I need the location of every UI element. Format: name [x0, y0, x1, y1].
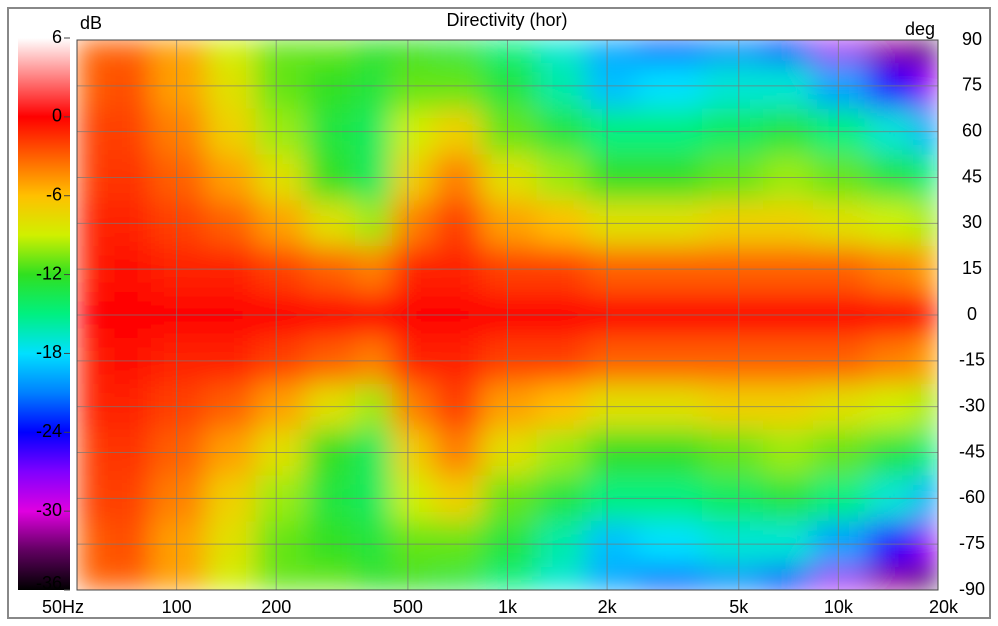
heat-cell	[762, 40, 814, 64]
colorbar-label: dB	[80, 13, 102, 33]
y-tick-label: 45	[962, 166, 982, 186]
heat-cell	[917, 567, 938, 590]
heat-cell	[867, 567, 918, 590]
heat-cell	[636, 567, 703, 590]
heat-cell	[867, 40, 918, 64]
heat-cell	[586, 567, 637, 590]
y-axis-label: deg	[905, 19, 935, 39]
heat-cell	[536, 567, 587, 590]
y-tick-label: 75	[962, 75, 982, 95]
heat-cell	[150, 567, 207, 590]
heat-cell	[355, 567, 393, 590]
heatmap	[77, 40, 938, 590]
y-tick-label: 15	[962, 258, 982, 278]
heat-cell	[432, 40, 483, 64]
x-tick-label: 2k	[598, 597, 618, 617]
heat-cell	[762, 567, 814, 590]
heat-cell	[101, 40, 152, 64]
y-tick-label: -60	[959, 487, 985, 507]
colorbar-tick-label: -12	[36, 263, 62, 283]
heat-cell	[702, 567, 764, 590]
y-tick-label: 90	[962, 29, 982, 49]
colorbar-tick-label: 0	[52, 106, 62, 126]
x-tick-label: 5k	[729, 597, 749, 617]
y-tick-label: -90	[959, 579, 985, 599]
colorbar-tick-label: -36	[36, 573, 62, 593]
heat-cell	[481, 567, 538, 590]
colorbar-tick-label: -24	[36, 421, 62, 441]
heat-cell	[586, 40, 637, 64]
heat-cell	[101, 567, 152, 590]
y-tick-label: 0	[967, 304, 977, 324]
x-tick-label: 200	[261, 597, 291, 617]
chart-title: Directivity (hor)	[446, 10, 567, 30]
heat-cell	[481, 40, 538, 64]
heat-cell	[77, 40, 102, 64]
y-tick-label: 60	[962, 120, 982, 140]
heat-cell	[255, 567, 306, 590]
plot-border	[76, 39, 939, 591]
heat-cell	[636, 40, 703, 64]
heat-cell	[536, 40, 587, 64]
colorbar	[18, 38, 70, 590]
x-tick-label: 500	[393, 597, 423, 617]
colorbar-tick-label: 6	[52, 27, 62, 47]
heat-cell	[702, 40, 764, 64]
heat-cell	[255, 40, 306, 64]
heat-cell	[391, 40, 433, 64]
heat-cell	[305, 567, 356, 590]
x-tick-label: 1k	[498, 597, 518, 617]
heat-cell	[432, 567, 483, 590]
x-tick-label: 50Hz	[42, 597, 84, 617]
y-tick-label: -45	[959, 441, 985, 461]
heat-cell	[812, 40, 869, 64]
heat-cell	[205, 40, 257, 64]
heat-cell	[305, 40, 356, 64]
x-tick-label: 10k	[824, 597, 854, 617]
colorbar-tick-label: -6	[46, 184, 62, 204]
heat-cell	[917, 40, 938, 64]
y-tick-label: -75	[959, 533, 985, 553]
y-tick-label: -30	[959, 395, 985, 415]
heat-cell	[77, 567, 102, 590]
y-tick-label: 30	[962, 212, 982, 232]
heat-cell	[812, 567, 869, 590]
y-tick-label: -15	[959, 350, 985, 370]
heat-cell	[391, 567, 433, 590]
colorbar-tick-label: -30	[36, 500, 62, 520]
heat-cell	[355, 40, 393, 64]
heat-cell	[150, 40, 207, 64]
x-tick-label: 100	[162, 597, 192, 617]
colorbar-tick-label: -18	[36, 342, 62, 362]
heat-cell	[205, 567, 257, 590]
x-tick-label: 20k	[929, 597, 959, 617]
